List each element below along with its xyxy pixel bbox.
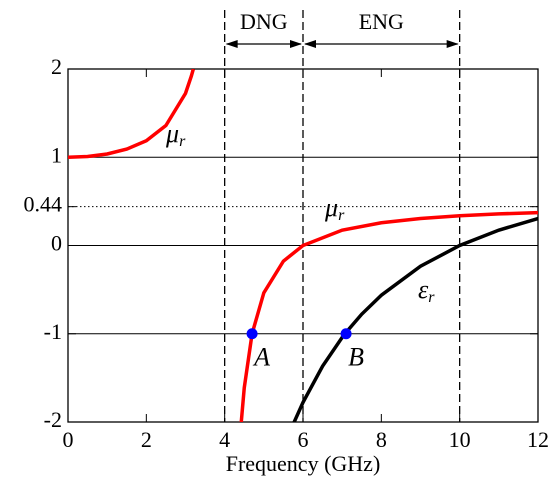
x-tick-label: 10 [449, 427, 471, 452]
x-tick-label: 6 [298, 427, 309, 452]
x-tick-label: 8 [376, 427, 387, 452]
y-tick-label: 2 [51, 54, 62, 79]
region-label: DNG [240, 9, 288, 34]
y-tick-label: 1 [51, 142, 62, 167]
region-label: ENG [359, 9, 404, 34]
point-label: A [252, 343, 270, 372]
y-tick-label: -2 [44, 407, 62, 432]
y-tick-label: 0 [51, 231, 62, 256]
plot-frame [67, 68, 539, 423]
series-label: μr [165, 119, 186, 150]
x-tick-label: 0 [63, 427, 74, 452]
series-symbol: ε [418, 275, 429, 304]
series-label: εr [418, 275, 435, 306]
point-marker [246, 328, 258, 340]
series-subscript: r [428, 289, 435, 306]
arrow-head [290, 40, 302, 48]
arrow-head [446, 40, 459, 48]
series-symbol: μ [324, 193, 338, 222]
arrow-head [304, 40, 316, 48]
series-label: μr [324, 193, 345, 224]
arrow-head [225, 40, 238, 48]
y-tick-label: -1 [44, 319, 62, 344]
series-line [68, 69, 538, 422]
series-symbol: μ [165, 119, 179, 148]
x-tick-label: 4 [219, 427, 230, 452]
point-label: B [348, 343, 364, 372]
series-line [292, 216, 538, 422]
x-tick-label: 12 [527, 427, 549, 452]
x-tick-label: 2 [141, 427, 152, 452]
point-marker [340, 328, 352, 340]
y-tick-label: 0.44 [24, 192, 63, 217]
series-subscript: r [338, 207, 345, 224]
series-subscript: r [179, 133, 186, 150]
x-axis-label: Frequency (GHz) [226, 451, 381, 476]
